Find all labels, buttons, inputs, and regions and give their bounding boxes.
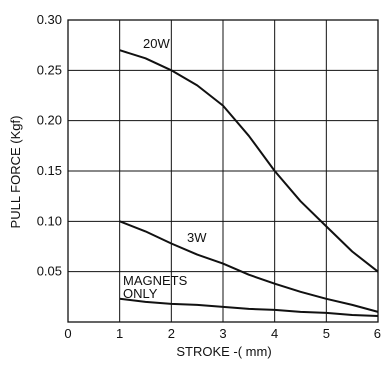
x-tick-label: 1 [116,326,123,341]
x-tick-label: 2 [168,326,175,341]
series-lines [119,49,379,317]
series-20w-line [119,49,379,273]
x-tick-label: 0 [64,326,71,341]
grid [68,20,378,322]
x-tick-label: 5 [323,326,330,341]
x-tick-label: 6 [374,326,381,341]
x-axis-label: STROKE -( mm) [176,344,271,359]
x-tick-label: 3 [219,326,226,341]
series-3w-line [119,220,379,313]
label-magnets-line2: ONLY [123,286,158,301]
y-tick-label: 0.10 [37,213,62,228]
label-magnets-line1: MAGNETS [123,273,188,288]
y-axis-label: PULL FORCE (Kgf) [8,116,23,229]
y-tick-label: 0.15 [37,163,62,178]
y-tick-label: 0.05 [37,264,62,279]
y-tick-label: 0.20 [37,113,62,128]
label-3w: 3W [187,230,207,245]
label-20w: 20W [143,36,170,51]
plot-frame [67,19,379,323]
y-tick-label: 0.25 [37,62,62,77]
series-magnets-only-line [119,297,379,317]
x-tick-labels: 0 1 2 3 4 5 6 [64,326,381,341]
x-tick-label: 4 [271,326,278,341]
y-tick-label: 0.30 [37,12,62,27]
y-tick-labels: 0.30 0.25 0.20 0.15 0.10 0.05 [37,12,62,279]
